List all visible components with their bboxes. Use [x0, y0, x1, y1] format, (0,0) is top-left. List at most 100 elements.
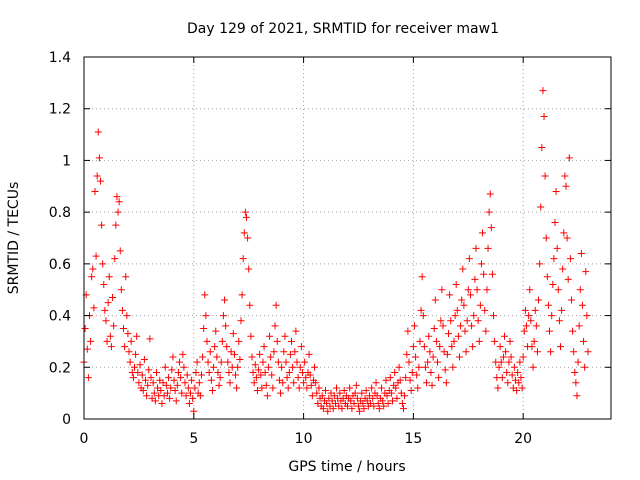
data-point [169, 353, 177, 361]
data-point [517, 374, 525, 382]
data-point [389, 397, 397, 405]
data-point [90, 304, 98, 312]
data-point [476, 301, 484, 309]
data-point [580, 337, 588, 345]
data-point [392, 384, 400, 392]
data-point [391, 368, 399, 376]
x-tick-label: 20 [514, 431, 532, 447]
data-point [236, 356, 244, 364]
data-point [540, 112, 548, 120]
data-point [129, 374, 137, 382]
data-point [454, 332, 462, 340]
y-tick-labels: 0 0.2 0.4 0.6 0.8 1 1.2 1.4 [49, 50, 71, 428]
data-point [359, 399, 367, 407]
data-point [163, 389, 171, 397]
data-point [507, 353, 515, 361]
data-point [141, 376, 149, 384]
data-point [439, 322, 447, 330]
data-point [278, 363, 286, 371]
data-point [143, 392, 151, 400]
data-point [461, 327, 469, 335]
data-point [473, 286, 481, 294]
data-point [201, 291, 209, 299]
data-point [539, 87, 547, 95]
data-point [378, 384, 386, 392]
data-point [253, 387, 261, 395]
data-point [145, 366, 153, 374]
data-point [257, 371, 265, 379]
data-point [183, 371, 191, 379]
data-point [396, 376, 404, 384]
data-point [583, 312, 591, 320]
data-point [420, 343, 428, 351]
data-point [211, 343, 219, 351]
data-point [522, 322, 530, 330]
data-point [93, 172, 101, 180]
data-point [576, 286, 584, 294]
data-point [431, 296, 439, 304]
x-axis-label: GPS time / hours [288, 459, 405, 475]
data-point [315, 384, 323, 392]
data-point [81, 325, 89, 332]
data-point [230, 350, 238, 358]
data-point [297, 343, 305, 351]
data-point [116, 247, 124, 255]
data-point [399, 405, 407, 413]
data-point [262, 381, 270, 389]
data-point [338, 405, 346, 413]
data-point [546, 327, 554, 335]
data-point [259, 358, 267, 366]
data-point [459, 265, 467, 273]
data-point [505, 358, 513, 366]
grid-lines [84, 57, 611, 419]
data-point [395, 363, 403, 371]
data-point [221, 296, 229, 304]
data-point [526, 286, 534, 294]
data-point [584, 348, 592, 356]
data-point [88, 273, 96, 281]
data-point [106, 332, 114, 340]
data-point [423, 379, 431, 387]
data-point [449, 363, 457, 371]
data-point [562, 182, 570, 190]
plot-frame [83, 56, 612, 420]
data-point [144, 381, 152, 389]
data-point [471, 275, 479, 283]
data-point [469, 343, 477, 351]
data-point [346, 384, 354, 392]
data-point [503, 368, 511, 376]
data-point [408, 368, 416, 376]
data-point [402, 374, 410, 382]
y-axis-label: SRMTID / TECUs [6, 182, 22, 295]
chart-title: Day 129 of 2021, SRMTID for receiver maw… [187, 21, 499, 37]
data-point [548, 312, 556, 320]
data-point [157, 387, 165, 395]
data-point [199, 353, 207, 361]
data-point [235, 337, 243, 345]
data-point [91, 187, 99, 195]
data-point [292, 327, 300, 335]
y-tick-label: 0 [62, 412, 71, 428]
data-point [498, 374, 506, 382]
data-point [286, 350, 294, 358]
data-point [215, 381, 223, 389]
data-point [442, 379, 450, 387]
data-point [350, 399, 358, 407]
data-point [370, 402, 378, 410]
data-point [329, 405, 337, 413]
data-point [100, 281, 108, 289]
data-point [416, 337, 424, 345]
data-point [432, 337, 440, 345]
data-point [421, 363, 429, 371]
data-point [177, 374, 185, 382]
data-point [180, 363, 188, 371]
data-point [407, 387, 415, 395]
data-point [272, 301, 280, 309]
data-point [525, 312, 533, 320]
data-point [282, 358, 290, 366]
data-point [131, 363, 139, 371]
data-point [132, 350, 140, 358]
data-point [360, 405, 368, 413]
data-point [437, 317, 445, 325]
data-point [133, 332, 141, 340]
